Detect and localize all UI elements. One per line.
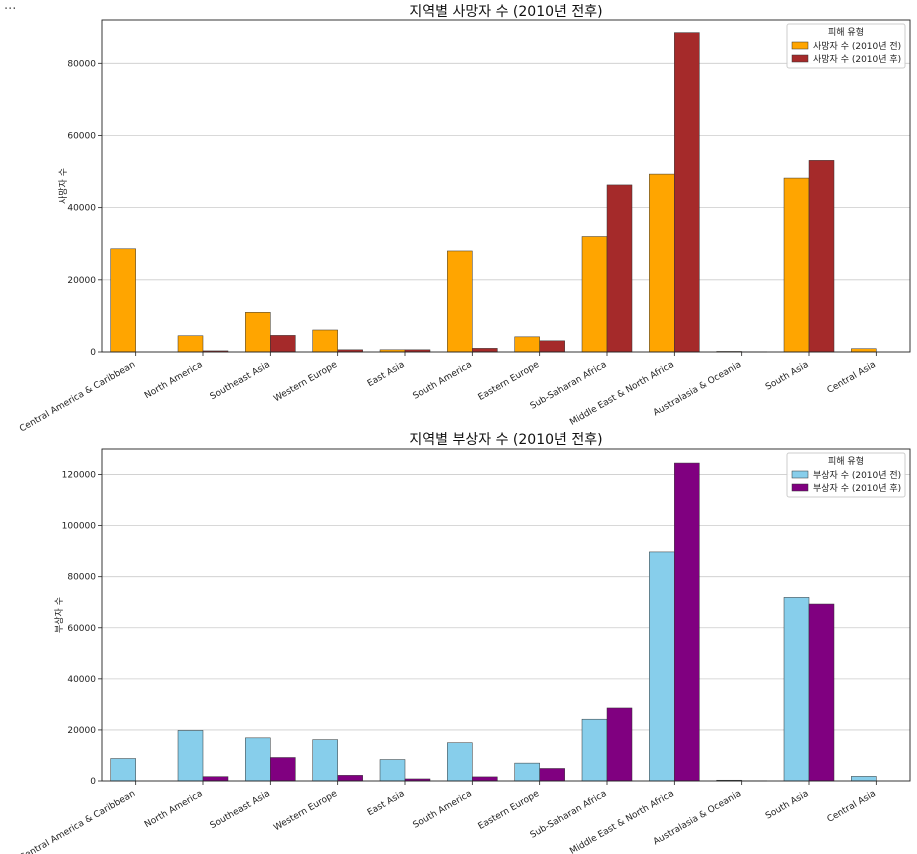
x-tick-label: North America — [143, 789, 204, 830]
x-tick-label: South Asia — [764, 789, 810, 822]
x-tick-label: Southeast Asia — [209, 789, 272, 831]
legend-entry: 부상자 수 (2010년 전) — [813, 470, 901, 481]
bar-before-8 — [649, 551, 675, 782]
chart-title: 지역별 사망자 수 (2010년 전후) — [409, 4, 602, 20]
chart-2: 0 20000 40000 60000 80000 100000 120000 Central… — [18, 432, 911, 854]
legend-box — [786, 23, 906, 69]
y-tick-label: 80000 — [67, 573, 96, 583]
bar-after-3 — [337, 775, 363, 782]
bar-after-8 — [674, 462, 700, 782]
x-tick-label: South America — [412, 789, 474, 831]
overflow-menu-icon[interactable]: ... — [4, 0, 17, 13]
bar-after-2 — [270, 335, 296, 353]
y-tick-label: 100000 — [62, 522, 97, 532]
x-tick-label: Western Europe — [272, 789, 339, 834]
x-tick-label: North America — [143, 360, 204, 401]
bar-before-4 — [379, 759, 406, 782]
x-tick-label: Central Asia — [826, 360, 878, 396]
x-tick-label: Southeast Asia — [209, 360, 272, 402]
bar-before-6 — [514, 762, 540, 782]
x-tick-label: Central Asia — [826, 789, 878, 825]
y-tick-label: 60000 — [67, 131, 96, 141]
y-tick-label: 80000 — [67, 59, 96, 69]
bar-before-2 — [245, 737, 271, 782]
legend-swatch — [791, 470, 809, 479]
bar-before-1 — [177, 730, 204, 782]
y-axis-label: 사망자 수 — [58, 168, 69, 204]
legend-entry: 사망자 수 (2010년 후) — [813, 54, 901, 65]
bar-before-5 — [447, 250, 473, 353]
x-tick-label: South America — [412, 360, 474, 402]
plot-frame — [101, 19, 911, 353]
x-tick-label: Eastern Europe — [477, 789, 542, 832]
bar-after-1 — [202, 776, 229, 782]
legend-entry: 부상자 수 (2010년 후) — [813, 483, 901, 494]
legend-title: 피해 유형 — [828, 27, 864, 38]
legend-title: 피해 유형 — [828, 456, 864, 467]
bar-after-8 — [674, 32, 700, 353]
x-tick-label: Central America & Caribbean — [18, 789, 137, 854]
y-tick-label: 20000 — [67, 276, 96, 286]
x-tick-label: Eastern Europe — [477, 360, 542, 403]
bar-after-5 — [472, 776, 498, 782]
x-tick-label: South Asia — [764, 360, 810, 393]
y-tick-label: 120000 — [62, 471, 97, 481]
bar-before-10 — [783, 597, 810, 782]
bar-after-6 — [539, 340, 565, 353]
bar-before-7 — [581, 236, 608, 353]
bar-before-8 — [649, 173, 675, 353]
x-tick-label: East Asia — [366, 360, 407, 389]
legend-swatch — [791, 483, 809, 492]
bar-before-3 — [312, 739, 338, 782]
bar-before-0 — [110, 758, 136, 782]
bar-after-10 — [808, 603, 835, 782]
legend-entry: 사망자 수 (2010년 전) — [813, 41, 901, 52]
bar-after-5 — [472, 348, 498, 353]
chart-1: 0 20000 40000 60000 80000 Central America & C… — [18, 4, 911, 435]
bar-before-7 — [581, 718, 608, 782]
bar-before-5 — [447, 742, 473, 782]
bar-after-2 — [270, 757, 296, 782]
bar-after-7 — [606, 184, 633, 353]
bar-before-6 — [514, 336, 540, 353]
y-tick-label: 0 — [90, 348, 96, 358]
x-tick-label: Central America & Caribbean — [18, 360, 137, 435]
bar-before-10 — [783, 177, 810, 353]
legend-swatch — [791, 41, 809, 50]
bar-before-1 — [177, 335, 204, 353]
bar-before-11 — [851, 776, 877, 782]
plot-frame — [101, 448, 911, 782]
x-tick-label: Western Europe — [272, 360, 339, 405]
bar-before-11 — [851, 348, 877, 353]
y-tick-label: 0 — [90, 777, 96, 787]
bar-after-10 — [808, 160, 835, 353]
chart-title: 지역별 부상자 수 (2010년 전후) — [409, 432, 602, 448]
legend-box — [786, 452, 906, 498]
bar-before-2 — [245, 312, 271, 353]
y-tick-label: 60000 — [67, 624, 96, 634]
y-axis-label: 부상자 수 — [54, 597, 65, 633]
bar-after-6 — [539, 768, 565, 782]
y-tick-label: 40000 — [67, 675, 96, 685]
x-tick-label: East Asia — [366, 789, 407, 818]
y-tick-label: 40000 — [67, 204, 96, 214]
bar-before-3 — [312, 329, 338, 353]
bar-after-7 — [606, 707, 633, 782]
bar-before-0 — [110, 248, 136, 353]
legend-swatch — [791, 54, 809, 63]
y-tick-label: 20000 — [67, 726, 96, 736]
